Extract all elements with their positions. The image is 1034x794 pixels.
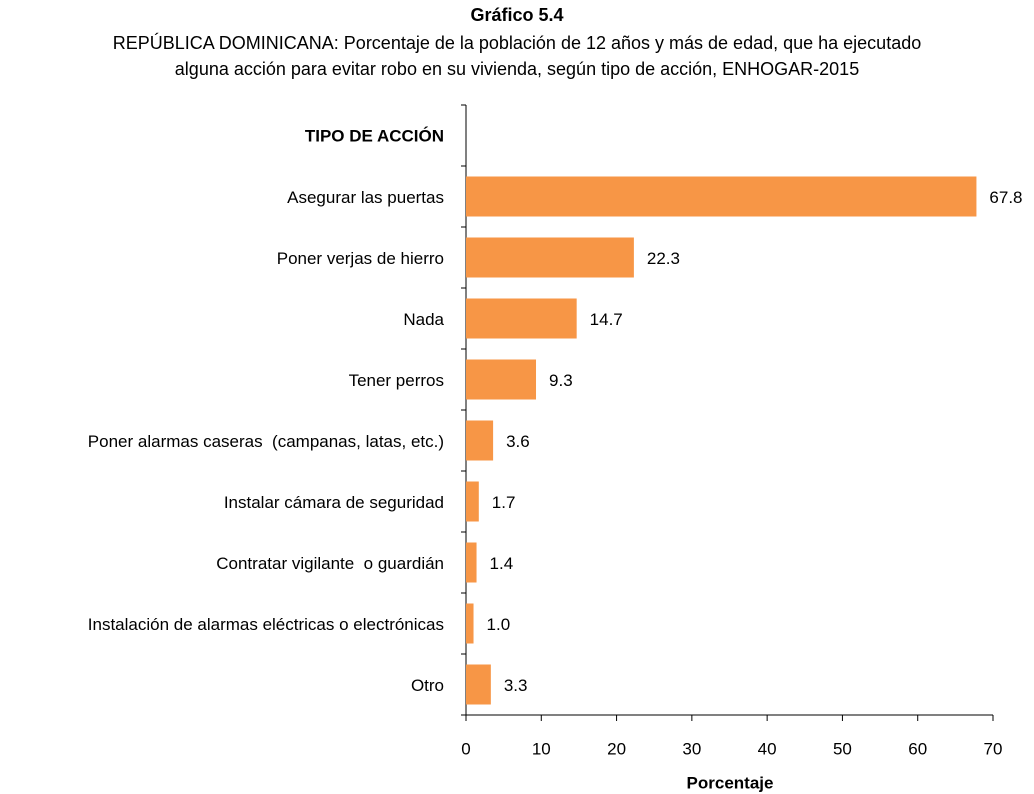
data-label: 67.8 (989, 188, 1022, 207)
x-tick-label: 60 (908, 739, 927, 758)
data-label: 3.6 (506, 432, 530, 451)
y-tick-label: Poner alarmas caseras (campanas, latas, … (88, 432, 444, 451)
bar (466, 176, 977, 217)
bar (466, 298, 577, 339)
y-tick-label: Instalación de alarmas eléctricas o elec… (88, 615, 444, 634)
bar (466, 359, 537, 400)
chart-subtitle: alguna acción para evitar robo en su viv… (175, 59, 859, 79)
data-label: 1.7 (492, 493, 516, 512)
y-tick-label: Contratar vigilante o guardián (216, 554, 444, 573)
data-label: 14.7 (590, 310, 623, 329)
x-tick-label: 10 (532, 739, 551, 758)
y-tick-label: Asegurar las puertas (287, 188, 444, 207)
x-axis-title: Porcentaje (687, 773, 774, 792)
bar (466, 664, 491, 705)
data-label: 1.4 (490, 554, 514, 573)
x-tick-label: 70 (984, 739, 1003, 758)
y-tick-label: Instalar cámara de seguridad (224, 493, 444, 512)
x-tick-label: 30 (682, 739, 701, 758)
x-tick-label: 0 (461, 739, 470, 758)
data-label: 3.3 (504, 676, 528, 695)
bar (466, 420, 494, 461)
y-tick-label: Nada (403, 310, 444, 329)
chart-title: Gráfico 5.4 (470, 5, 563, 25)
bar (466, 481, 479, 522)
y-tick-label: Tener perros (349, 371, 444, 390)
x-tick-label: 20 (607, 739, 626, 758)
x-tick-label: 40 (758, 739, 777, 758)
bar (466, 542, 477, 583)
chart-subtitle: REPÚBLICA DOMINICANA: Porcentaje de la p… (113, 32, 921, 53)
y-axis-title: TIPO DE ACCIÓN (305, 126, 444, 145)
bar (466, 603, 474, 644)
data-label: 9.3 (549, 371, 573, 390)
y-tick-label: Otro (411, 676, 444, 695)
x-tick-label: 50 (833, 739, 852, 758)
bar (466, 237, 634, 278)
y-tick-label: Poner verjas de hierro (277, 249, 444, 268)
data-label: 22.3 (647, 249, 680, 268)
data-label: 1.0 (487, 615, 511, 634)
